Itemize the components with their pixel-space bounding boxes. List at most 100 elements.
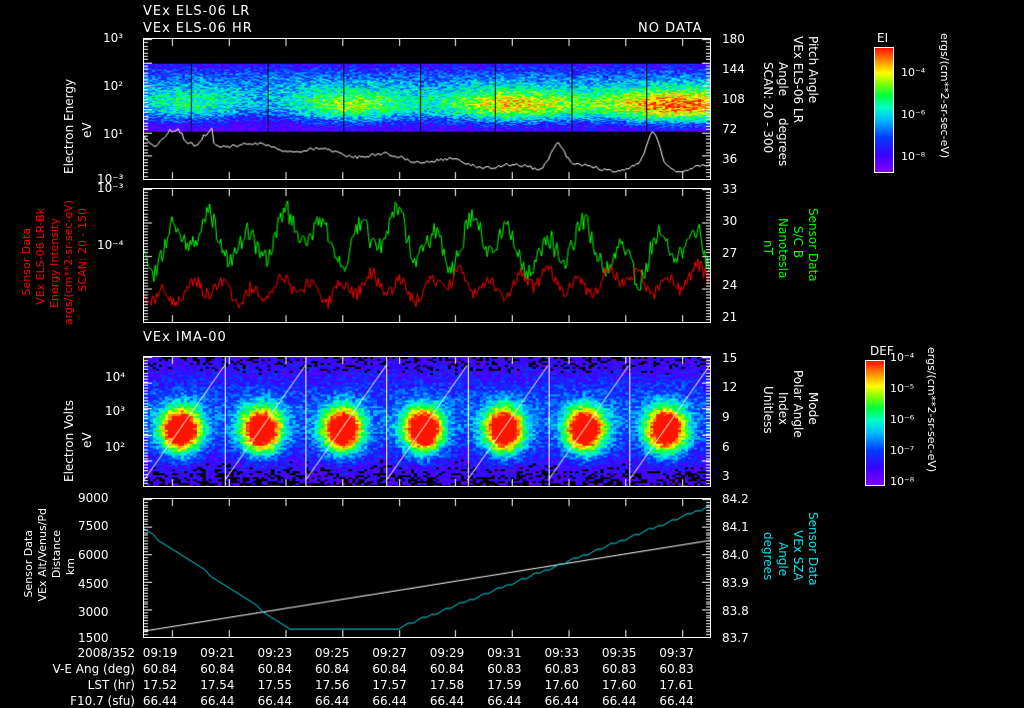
table-cell: 17.60 bbox=[602, 678, 637, 692]
panel4-left-label-sensor-data: Sensor Data bbox=[22, 530, 35, 598]
panel2-left-label-units: args/(cm**2-sr-sec-eV) bbox=[62, 200, 75, 326]
panel2-left-label-scan: SCAN: 20 - 150 bbox=[76, 208, 89, 292]
panel2-right-ytick-2: 27 bbox=[722, 246, 738, 260]
panel3-left-axis-label: Electron Volts bbox=[62, 400, 76, 482]
panel4-right-label-degrees: degrees bbox=[761, 532, 775, 581]
table-cell: 66.44 bbox=[142, 694, 178, 708]
panel3-ytick-0: 10⁴ bbox=[105, 370, 126, 384]
table-cell: 09:29 bbox=[429, 646, 465, 660]
panel1-ytick-2: 10¹ bbox=[103, 127, 124, 141]
colorbar1-unit-label: ergs/(cm**2-sr-sec-eV) bbox=[938, 33, 951, 159]
table-cell: 66.44 bbox=[372, 694, 407, 708]
panel4-right-label-sensor-data: Sensor Data bbox=[806, 512, 820, 586]
colorbar1-tick-2: 10⁻⁸ bbox=[901, 150, 926, 163]
panel4-left-label-quantity: VEx Alt/Venus/Pd bbox=[36, 508, 49, 602]
table-cell: 66.44 bbox=[315, 694, 350, 708]
table-cell: 17.58 bbox=[429, 678, 465, 692]
table-cell: 60.84 bbox=[429, 662, 465, 676]
table-cell: 17.52 bbox=[142, 678, 178, 692]
panel2-right-label-field: S/C B bbox=[791, 226, 805, 259]
table-cell: 17.59 bbox=[487, 678, 522, 692]
panel4-ytick-4: 3000 bbox=[78, 605, 109, 619]
panel3-right-ytick-3: 6 bbox=[722, 440, 730, 454]
colorbar1[interactable] bbox=[874, 47, 894, 173]
table-cell: 66.44 bbox=[429, 694, 465, 708]
table-cell: 09:23 bbox=[257, 646, 293, 660]
panel1-right-label-degrees: degrees bbox=[776, 118, 790, 167]
panel1-right-label-pitch-angle: Pitch Angle bbox=[806, 36, 820, 104]
panel2-left-label-instrument: VEx ELS-06 LR-Bk bbox=[34, 208, 47, 305]
table-cell: 17.56 bbox=[315, 678, 350, 692]
colorbar1-tick-1: 10⁻⁶ bbox=[901, 108, 926, 121]
panel4-right-ytick-2: 84.0 bbox=[722, 548, 749, 562]
colorbar1-canvas bbox=[875, 48, 893, 172]
panel4-right-ytick-4: 83.8 bbox=[722, 604, 749, 618]
panel-intensity-magnetic-field[interactable] bbox=[143, 188, 711, 323]
panel1-title-lr: VEx ELS-06 LR bbox=[143, 4, 251, 19]
panel3-right-ytick-2: 9 bbox=[722, 410, 730, 424]
panel1-left-axis-label: Electron Energy bbox=[62, 78, 76, 174]
colorbar2-tick-3: 10⁻⁷ bbox=[890, 444, 915, 457]
panel4-right-label-angle: Angle bbox=[776, 542, 790, 577]
table-row-label-3: F10.7 (sfu) bbox=[70, 694, 135, 708]
panel1-left-axis-units: eV bbox=[80, 122, 94, 138]
panel3-right-ytick-1: 12 bbox=[722, 380, 738, 394]
panel3-right-ytick-4: 3 bbox=[722, 469, 730, 483]
table-cell: 66.44 bbox=[659, 694, 694, 708]
panel3-title: VEx IMA-00 bbox=[143, 330, 227, 345]
table-cell: 66.44 bbox=[602, 694, 637, 708]
table-cell: 66.44 bbox=[200, 694, 235, 708]
table-cell: 66.44 bbox=[544, 694, 579, 708]
panel2-right-ytick-4: 21 bbox=[722, 310, 738, 324]
panel1-right-label-angle: Angle bbox=[776, 62, 790, 97]
panel1-title-hr: VEx ELS-06 HR bbox=[143, 21, 253, 36]
panel4-right-ytick-0: 84.2 bbox=[722, 492, 749, 506]
panel-altitude-sza[interactable] bbox=[143, 498, 711, 638]
colorbar2-tick-0: 10⁻⁴ bbox=[890, 351, 915, 364]
panel3-ytick-2: 10² bbox=[105, 440, 126, 454]
panel1-ytick-0: 10³ bbox=[103, 31, 124, 45]
panel4-left-label-distance: Distance bbox=[50, 530, 63, 579]
panel1-right-label-instrument: VEx ELS-06 LR bbox=[791, 36, 805, 124]
panel1-no-data-label: NO DATA bbox=[638, 21, 703, 36]
panel3-right-label-index: Index bbox=[776, 392, 790, 426]
table-cell: 17.60 bbox=[544, 678, 579, 692]
panel4-right-ytick-3: 83.9 bbox=[722, 576, 749, 590]
colorbar1-title: EI bbox=[877, 31, 889, 45]
table-cell: 60.84 bbox=[372, 662, 407, 676]
table-cell: 60.84 bbox=[257, 662, 292, 676]
colorbar2[interactable] bbox=[865, 360, 885, 486]
table-cell: 17.54 bbox=[200, 678, 235, 692]
table-cell: 17.55 bbox=[257, 678, 292, 692]
table-cell: 17.61 bbox=[659, 678, 694, 692]
table-cell: 66.44 bbox=[257, 694, 292, 708]
panel4-right-label-sza: VEx SZA bbox=[791, 530, 805, 581]
table-cell: 66.44 bbox=[487, 694, 522, 708]
panel3-right-ytick-0: 15 bbox=[722, 351, 738, 365]
colorbar2-canvas bbox=[866, 361, 884, 485]
panel3-right-label-polar-angle: Polar Angle bbox=[791, 370, 805, 438]
panel1-right-ytick-1: 144 bbox=[722, 62, 745, 76]
table-cell: 09:21 bbox=[200, 646, 235, 660]
table-cell: 09:37 bbox=[659, 646, 694, 660]
panel1-right-ytick-0: 180 bbox=[722, 32, 745, 46]
panel4-ytick-3: 4500 bbox=[78, 577, 109, 591]
panel-ion-spectrogram[interactable] bbox=[143, 356, 711, 487]
table-cell: 17.57 bbox=[372, 678, 407, 692]
colorbar2-title: DEF bbox=[870, 344, 894, 358]
panel4-ytick-2: 6000 bbox=[78, 548, 109, 562]
panel4-right-ytick-5: 83.7 bbox=[722, 631, 749, 645]
panel2-right-ytick-0: 33 bbox=[722, 182, 738, 196]
table-cell: 09:31 bbox=[487, 646, 522, 660]
colorbar2-unit-label: ergs/(cm**2-sr-sec-eV) bbox=[925, 347, 938, 473]
panel-electron-energy-spectrogram[interactable] bbox=[143, 38, 711, 180]
line-canvas-2 bbox=[144, 189, 710, 322]
panel3-right-label-unitless: Unitless bbox=[761, 386, 775, 434]
panel4-ytick-0: 9000 bbox=[78, 491, 109, 505]
panel1-right-ytick-4: 36 bbox=[722, 152, 738, 166]
table-cell: 09:27 bbox=[372, 646, 407, 660]
panel2-right-label-sensor-data: Sensor Data bbox=[806, 208, 820, 282]
table-cell: 60.84 bbox=[200, 662, 235, 676]
panel2-right-label-units-short: nT bbox=[761, 240, 775, 255]
panel2-right-ytick-1: 30 bbox=[722, 214, 738, 228]
